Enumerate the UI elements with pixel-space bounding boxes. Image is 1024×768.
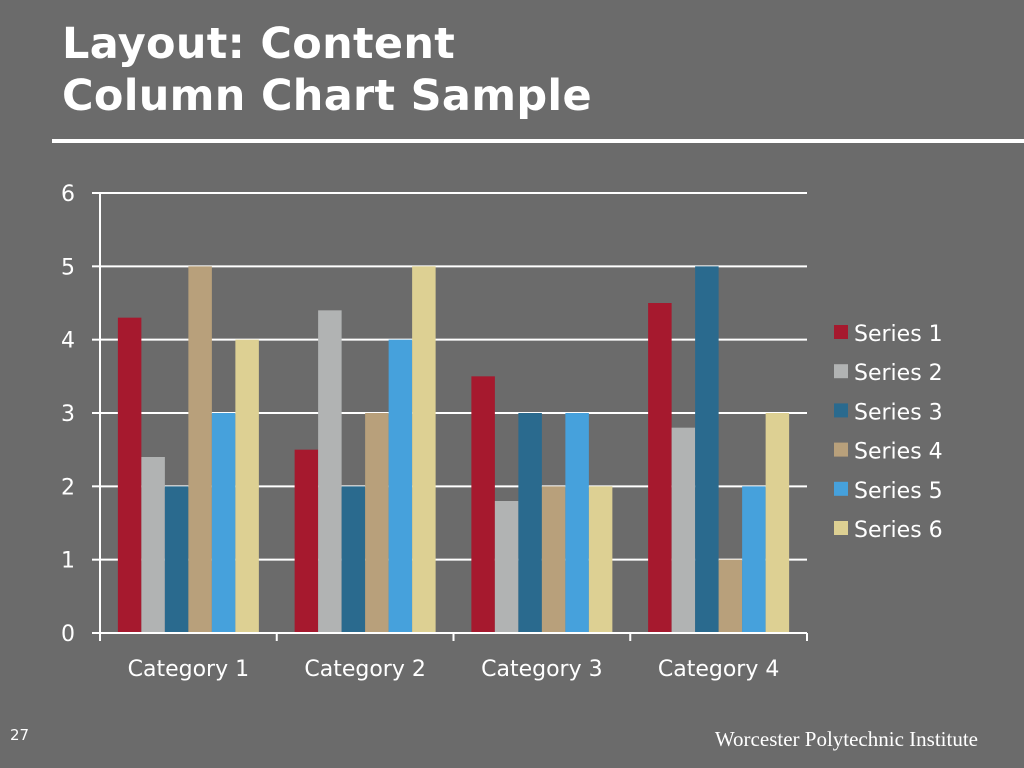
legend-swatch: [834, 442, 848, 457]
bar-series-5-category-4: [742, 486, 766, 633]
slide-title: Layout: Content Column Chart Sample: [62, 18, 592, 122]
bar-series-4-category-3: [541, 486, 566, 633]
bar-series-5-category-3: [565, 413, 589, 633]
bar-series-1-category-2: [294, 449, 319, 633]
y-tick-label: 1: [61, 549, 75, 574]
bar-series-3-category-1: [164, 486, 189, 633]
title-divider: [52, 139, 1024, 143]
legend-label: Series 2: [854, 361, 943, 386]
bar-series-3-category-2: [341, 486, 366, 633]
legend-swatch: [834, 403, 848, 418]
legend: Series 1 Series 2 Series 3 Series 4 Series 5…: [834, 322, 943, 543]
bar-series-1-category-4: [648, 303, 672, 633]
axis-labels: 0 1 2 3 4 5 6 Category 1 Category 2 Category 3 Cat…: [61, 182, 779, 682]
footer-institution: Worcester Polytechnic Institute: [714, 727, 978, 751]
axes: [92, 192, 808, 641]
legend-swatch: [834, 481, 848, 496]
legend-label: Series 3: [854, 400, 943, 425]
slide-number: 27: [10, 726, 30, 744]
legend-swatch: [834, 364, 848, 379]
x-category-label: Category 4: [658, 657, 779, 682]
bar-series-6-category-2: [412, 266, 436, 633]
legend-label: Series 4: [854, 440, 943, 465]
bar-series-5-category-2: [388, 339, 413, 633]
bar-series-2-category-1: [141, 457, 165, 633]
y-tick-label: 3: [61, 402, 75, 427]
bar-series-6-category-3: [588, 486, 613, 633]
bar-series-2-category-4: [671, 427, 696, 633]
y-tick-label: 2: [61, 475, 75, 500]
slide-title-line-1: Layout: Content: [62, 19, 456, 69]
legend-swatch: [834, 521, 848, 535]
legend-label: Series 1: [854, 322, 943, 347]
bar-series-3-category-3: [518, 413, 542, 633]
bar-series-4-category-2: [365, 413, 389, 633]
bar-series-3-category-4: [695, 266, 719, 633]
bar-series-4-category-4: [718, 559, 743, 633]
legend-label: Series 6: [854, 518, 943, 543]
y-tick-label: 5: [61, 255, 75, 280]
x-category-label: Category 2: [304, 657, 425, 682]
bar-series-6-category-4: [765, 413, 790, 633]
bar-series-2-category-3: [494, 501, 519, 633]
y-tick-label: 6: [61, 182, 75, 207]
bar-series-2-category-2: [318, 310, 342, 633]
slide-title-line-2: Column Chart Sample: [62, 71, 592, 121]
x-category-label: Category 3: [481, 657, 602, 682]
bar-series-6-category-1: [235, 339, 259, 633]
bar-series-5-category-1: [211, 413, 236, 633]
legend-swatch: [834, 325, 848, 339]
bar-series-4-category-1: [188, 266, 212, 633]
bar-series-1-category-1: [117, 317, 142, 633]
y-tick-label: 4: [61, 329, 75, 354]
bars: [117, 266, 790, 633]
bar-series-1-category-3: [471, 376, 495, 633]
x-category-label: Category 1: [128, 657, 249, 682]
legend-label: Series 5: [854, 479, 943, 504]
y-tick-label: 0: [61, 622, 75, 647]
